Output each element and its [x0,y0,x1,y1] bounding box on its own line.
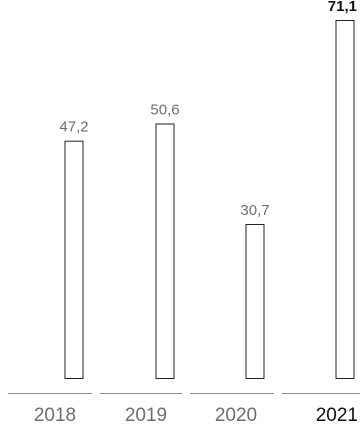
value-label-2020: 30,7 [240,202,269,219]
x-tick-label-2021: 2021 [316,405,358,426]
x-tick-labels-group: 2018 2019 2020 2021 [34,405,358,426]
x-tick-label-2020: 2020 [215,405,257,426]
value-label-2019: 50,6 [150,102,179,119]
bar-2020 [246,224,264,378]
bar-2019 [156,124,174,378]
value-label-2021: 71,1 [328,0,357,15]
x-tick-label-2018: 2018 [34,405,76,426]
value-labels-group: 47,2 50,6 30,7 71,1 [59,0,357,219]
value-label-2018: 47,2 [59,119,88,136]
bar-2018 [65,141,83,378]
bars-group [65,21,354,379]
bar-2021 [336,21,354,379]
x-tick-label-2019: 2019 [125,405,167,426]
